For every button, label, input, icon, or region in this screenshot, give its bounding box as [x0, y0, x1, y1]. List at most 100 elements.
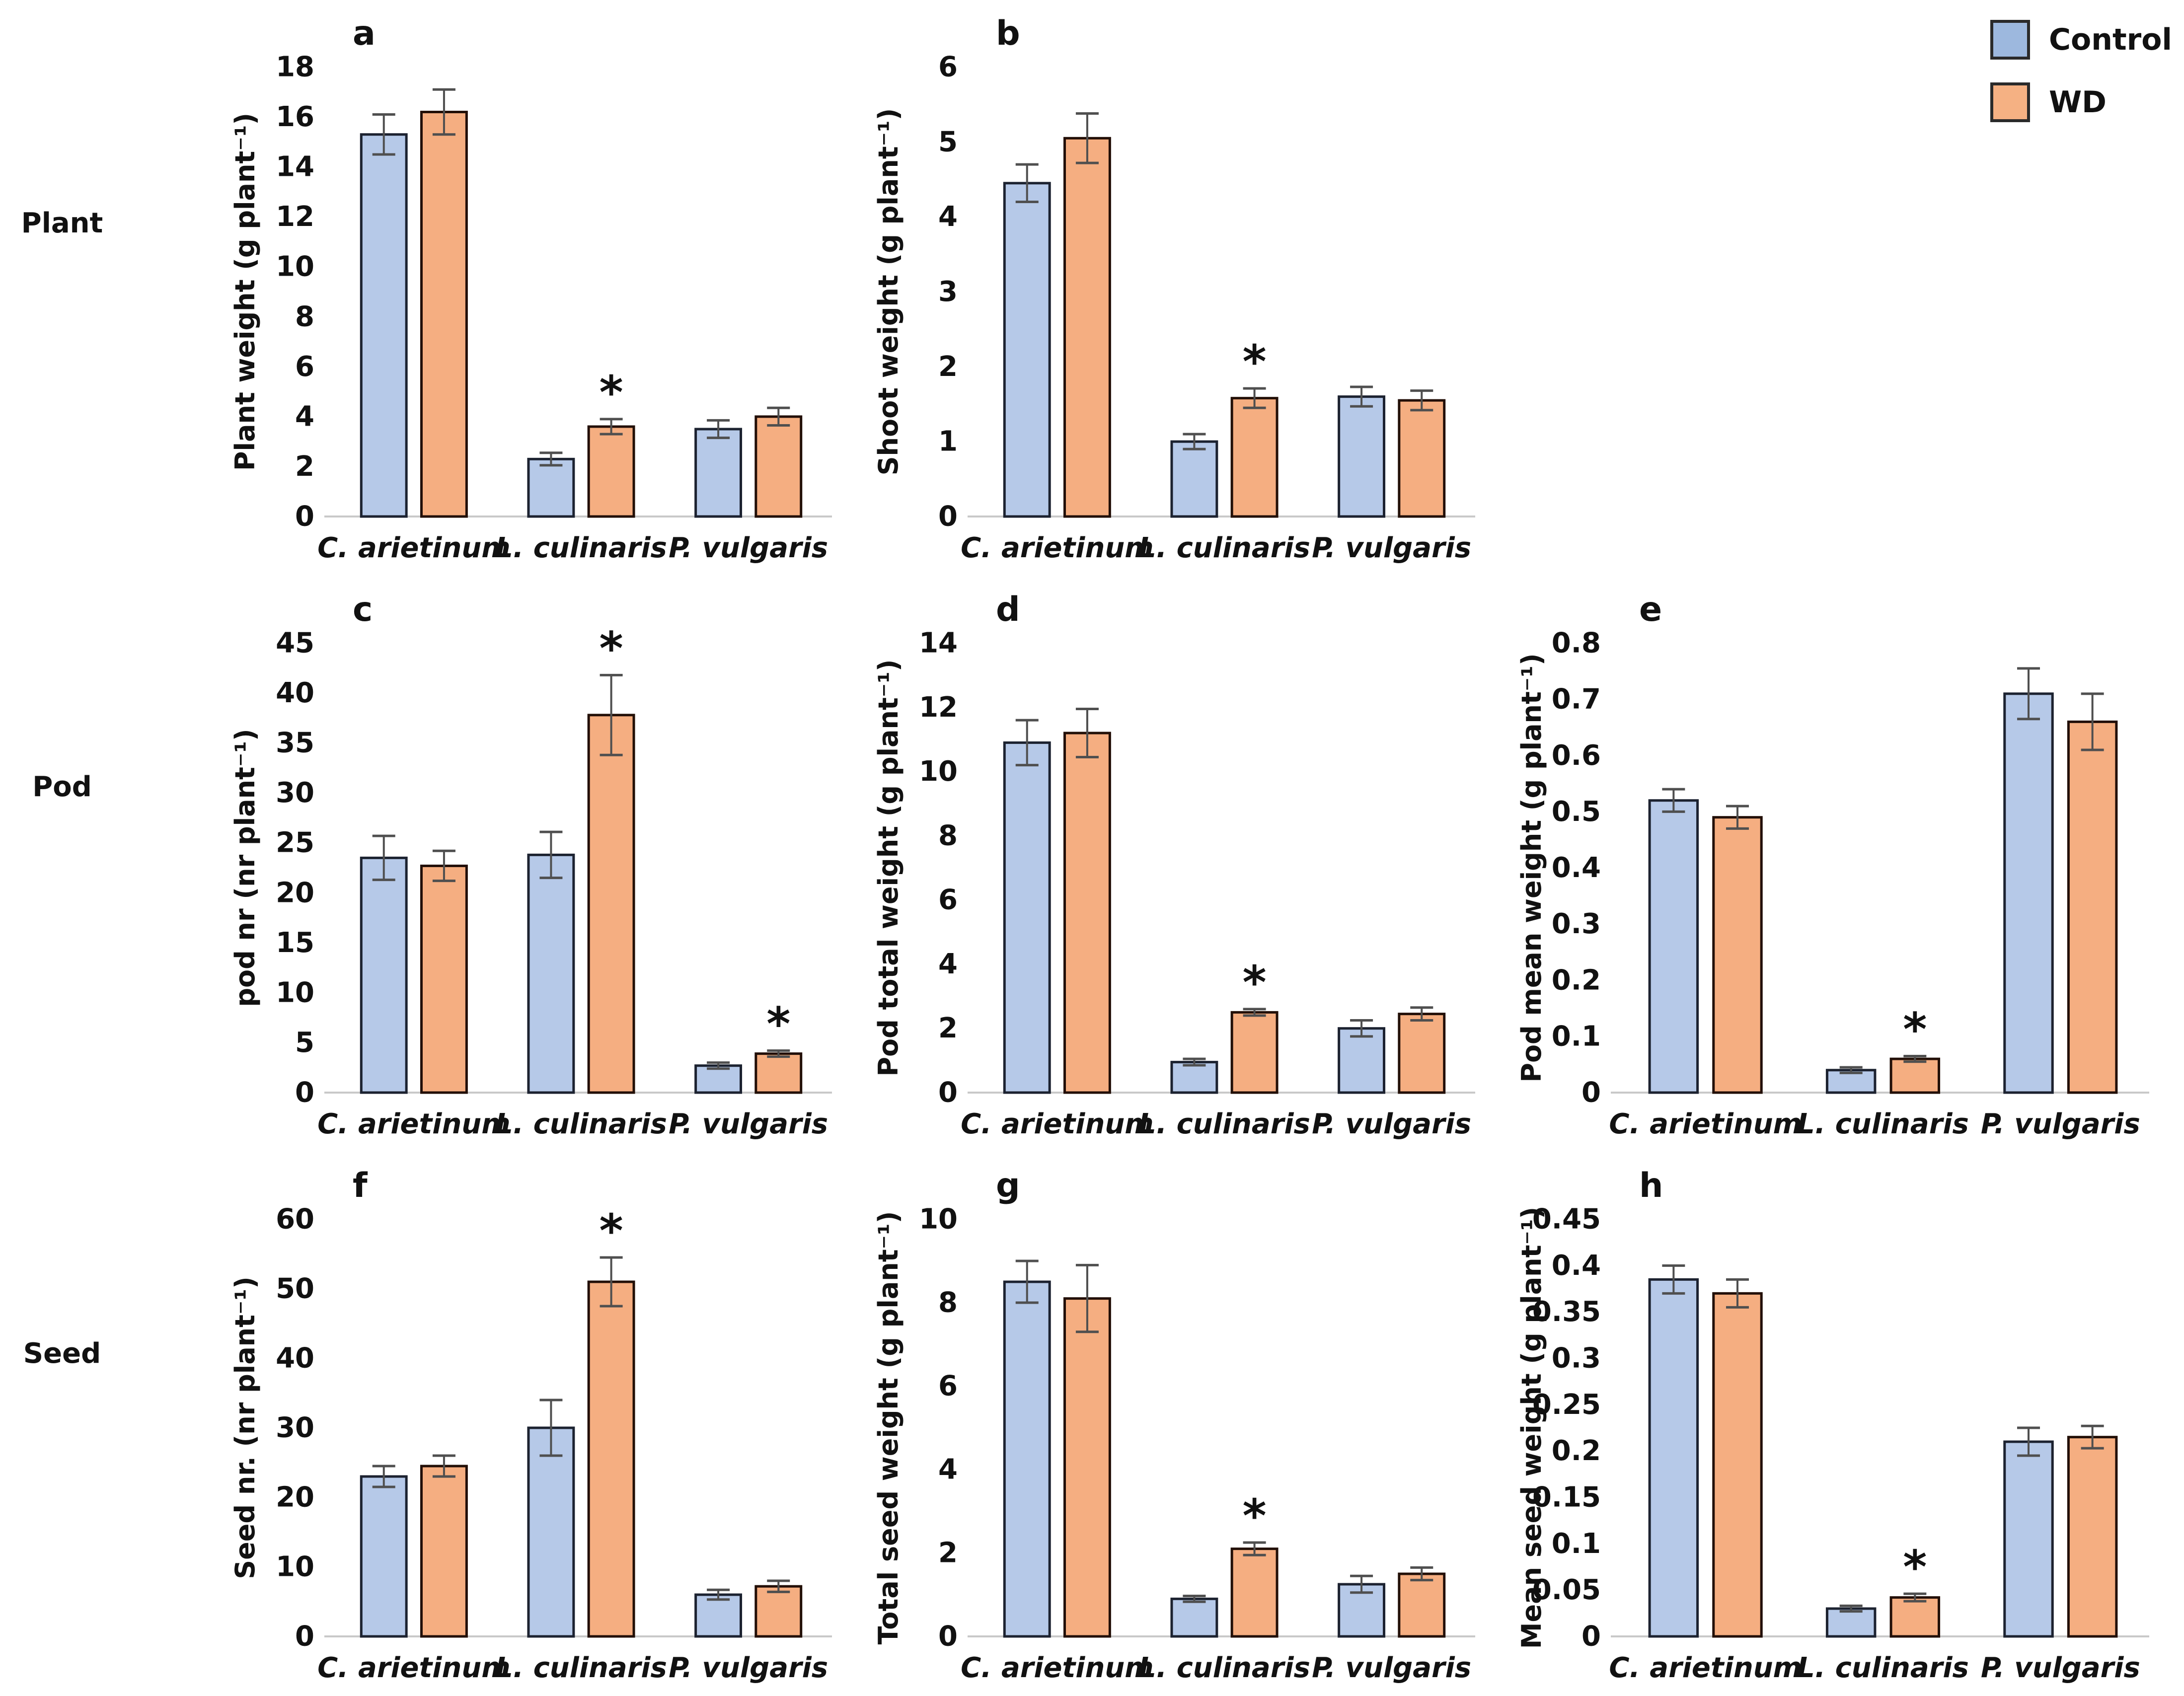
y-axis-title: Plant weight (g plant⁻¹) — [229, 113, 261, 471]
y-tick-label: 40 — [276, 1342, 314, 1375]
bar-wd — [587, 714, 635, 1094]
category-label: L. culinaris — [495, 532, 667, 564]
category-label: L. culinaris — [1797, 1108, 1969, 1140]
y-tick-label: 15 — [276, 927, 314, 959]
bar-control — [1003, 1280, 1051, 1638]
y-tick-label: 25 — [276, 827, 314, 859]
row-label-pod: Pod — [32, 771, 92, 803]
category-label: L. culinaris — [1138, 1108, 1310, 1140]
y-tick-label: 8 — [938, 1287, 958, 1319]
y-tick-label: 0.1 — [1552, 1020, 1601, 1052]
significance-asterisk: * — [766, 998, 790, 1051]
bar-control — [1825, 1607, 1877, 1638]
category-label: L. culinaris — [1138, 532, 1310, 564]
bar-wd — [754, 1585, 803, 1638]
y-tick-label: 0.15 — [1532, 1481, 1601, 1514]
y-tick-label: 18 — [276, 51, 314, 83]
category-label: P. vulgaris — [1312, 532, 1471, 564]
bar-control — [1648, 1278, 1699, 1638]
legend-label-wd: WD — [2048, 85, 2107, 120]
y-tick-label: 2 — [938, 1012, 958, 1044]
bar-control — [2003, 1440, 2054, 1638]
y-tick-label: 10 — [276, 976, 314, 1009]
y-axis-title: Shoot weight (g plant⁻¹) — [873, 108, 904, 476]
y-axis-title: pod nr (nr plant⁻¹) — [229, 729, 261, 1007]
y-tick-label: 0.2 — [1552, 964, 1601, 996]
bar-wd — [1230, 397, 1279, 518]
bar-control — [360, 1475, 408, 1638]
bar-wd — [420, 1465, 468, 1638]
y-tick-label: 0.7 — [1552, 683, 1601, 716]
bar-wd — [1063, 1297, 1111, 1638]
category-label: P. vulgaris — [669, 532, 828, 564]
category-label: P. vulgaris — [669, 1652, 828, 1684]
y-tick-label: 30 — [276, 1412, 314, 1444]
chart-panel-c: 0 5 10 15 20 25 30 35 40 45 pod nr (nr plant⁻¹) c C.… — [229, 590, 832, 1140]
bar-control — [527, 457, 575, 518]
bar-control — [694, 428, 743, 518]
panel-letter: a — [353, 14, 376, 53]
category-label: C. arietinum — [1609, 1652, 1802, 1684]
y-tick-label: 6 — [938, 884, 958, 916]
bar-control — [1003, 182, 1051, 518]
panel-letter: c — [353, 590, 373, 629]
panel-letter: h — [1639, 1166, 1663, 1205]
y-tick-label: 0.3 — [1552, 1342, 1601, 1375]
bar-wd — [1398, 1572, 1446, 1638]
y-tick-label: 0.8 — [1552, 627, 1601, 660]
y-tick-label: 0.1 — [1552, 1528, 1601, 1560]
significance-asterisk: * — [1243, 335, 1267, 388]
y-tick-label: 10 — [276, 1551, 314, 1583]
bar-wd — [587, 425, 635, 518]
y-tick-label: 14 — [919, 627, 958, 660]
bar-wd — [1398, 1013, 1446, 1094]
y-tick-label: 10 — [919, 1203, 958, 1236]
category-label: P. vulgaris — [1981, 1652, 2140, 1684]
y-tick-label: 0 — [938, 1077, 958, 1109]
category-label: L. culinaris — [495, 1108, 667, 1140]
y-axis-title: Pod total weight (g plant⁻¹) — [873, 659, 904, 1076]
y-tick-label: 6 — [295, 351, 314, 383]
y-axis-title: Seed nr. (nr plant⁻¹) — [229, 1276, 261, 1579]
y-tick-label: 0.4 — [1552, 852, 1601, 884]
y-tick-label: 20 — [276, 877, 314, 909]
row-label-plant: Plant — [21, 207, 103, 239]
bar-wd — [754, 415, 803, 518]
legend-swatch-control-icon — [1990, 20, 2030, 60]
bar-control — [1338, 1027, 1386, 1094]
y-tick-label: 0.6 — [1552, 739, 1601, 772]
y-tick-label: 60 — [276, 1203, 314, 1236]
significance-asterisk: * — [1903, 1541, 1927, 1594]
y-tick-label: 50 — [276, 1273, 314, 1305]
y-tick-label: 14 — [276, 151, 314, 183]
y-tick-label: 0.5 — [1552, 796, 1601, 828]
y-tick-label: 0.05 — [1532, 1574, 1601, 1606]
y-tick-label: 4 — [938, 948, 958, 980]
bar-wd — [754, 1052, 803, 1094]
y-tick-label: 0 — [1582, 1077, 1601, 1109]
bar-wd — [420, 864, 468, 1094]
y-tick-label: 0.4 — [1552, 1250, 1601, 1282]
bar-wd — [1230, 1011, 1279, 1094]
bar-control — [1170, 1597, 1218, 1638]
bar-wd — [1889, 1596, 1941, 1638]
chart-panel-g: 0 2 4 6 8 10 Total seed weight (g plant⁻¹) g C. … — [873, 1166, 1475, 1684]
y-tick-label: 0 — [295, 1077, 314, 1109]
y-tick-label: 0 — [938, 501, 958, 533]
y-tick-label: 0 — [295, 501, 314, 533]
category-label: C. arietinum — [1609, 1108, 1802, 1140]
panel-letter: d — [996, 590, 1020, 629]
y-tick-label: 8 — [295, 300, 314, 333]
bar-control — [694, 1064, 743, 1094]
y-tick-label: 45 — [276, 627, 314, 660]
bar-wd — [1063, 137, 1111, 518]
y-tick-label: 2 — [938, 351, 958, 383]
bar-wd — [2067, 720, 2118, 1094]
y-tick-label: 2 — [938, 1537, 958, 1569]
bar-control — [1338, 395, 1386, 518]
bar-control — [360, 856, 408, 1094]
y-tick-label: 10 — [919, 755, 958, 788]
y-tick-label: 5 — [295, 1027, 314, 1059]
